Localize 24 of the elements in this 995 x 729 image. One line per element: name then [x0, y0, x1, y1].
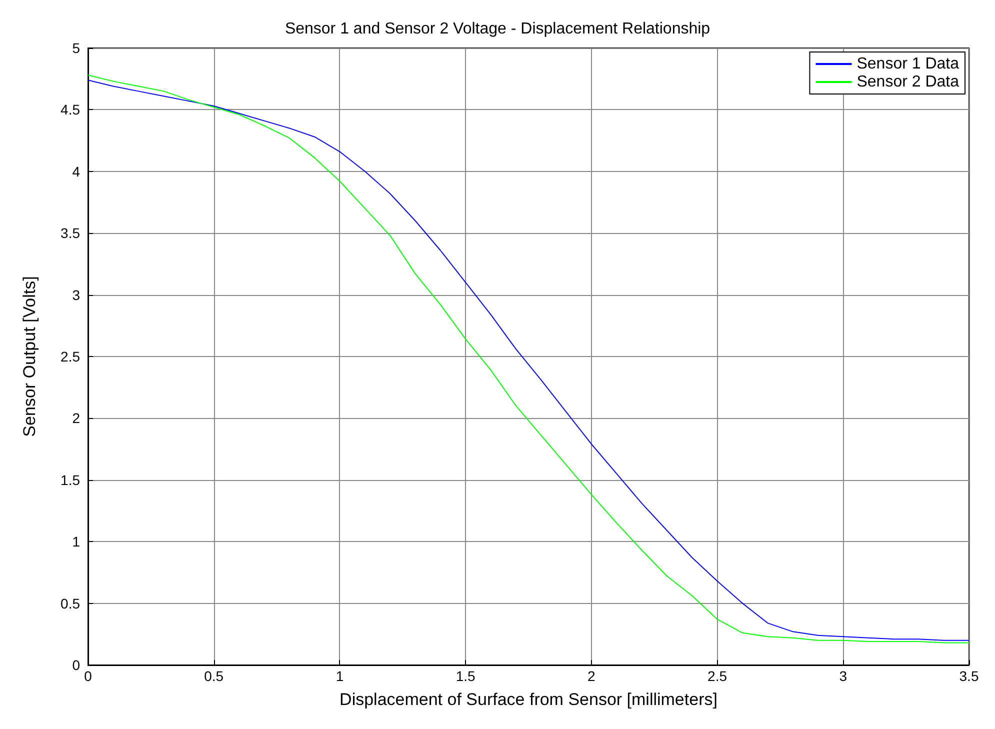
y-tick-label: 2.5 [60, 348, 80, 364]
legend-label: Sensor 1 Data [856, 56, 960, 72]
y-tick-label: 1 [72, 534, 80, 550]
y-tick-label: 2 [72, 410, 80, 426]
x-tick-label: 2.5 [708, 668, 728, 684]
legend-label: Sensor 2 Data [856, 74, 960, 90]
y-tick-label: 4.5 [60, 102, 80, 118]
x-tick-label: 0.5 [204, 668, 224, 684]
y-tick-label: 1.5 [60, 472, 80, 488]
y-tick-label: 3 [72, 286, 80, 303]
y-tick-label: 0.5 [60, 595, 80, 612]
y-tick-label: 4 [72, 163, 80, 180]
x-tick-label: 1 [336, 668, 344, 684]
y-tick-label: 3.5 [60, 225, 80, 242]
chart-title: Sensor 1 and Sensor 2 Voltage - Displacement Relationship [284, 20, 710, 38]
x-tick-label: 3 [839, 668, 848, 684]
y-axis-title: Sensor Output [Volts] [20, 276, 39, 437]
x-tick-label: 3.5 [959, 668, 979, 684]
x-tick-label: 0 [84, 668, 92, 684]
y-tick-label: 5 [72, 40, 80, 56]
x-tick-label: 2 [588, 668, 596, 684]
x-axis-title: Displacement of Surface from Sensor [millimeters] [340, 690, 718, 709]
y-tick-label: 0 [72, 657, 80, 673]
x-tick-label: 1.5 [456, 668, 476, 684]
